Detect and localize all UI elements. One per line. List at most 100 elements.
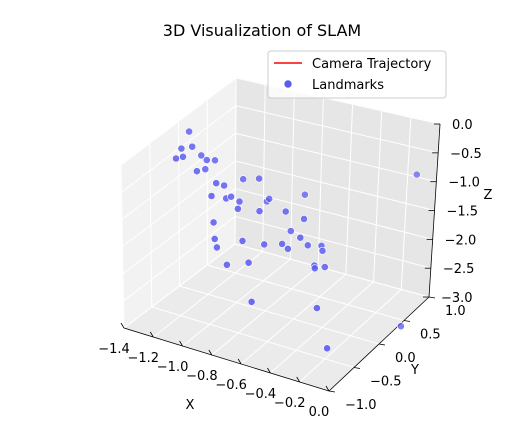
- y-tick-label: −0.5: [370, 375, 402, 390]
- landmark-point: [177, 144, 186, 153]
- x-tick-mark: [325, 385, 330, 392]
- y-tick-mark: [328, 390, 336, 393]
- landmark-point: [192, 167, 201, 176]
- x-tick-mark: [208, 349, 213, 356]
- landmark-point: [201, 165, 210, 174]
- landmark-point: [211, 156, 219, 165]
- z-tick-label: −3.0: [441, 291, 473, 306]
- x-tick-mark: [120, 322, 125, 329]
- z-tick-label: −2.0: [445, 233, 477, 248]
- legend-landmarks-swatch: [283, 79, 293, 89]
- landmark-point: [260, 240, 269, 249]
- y-tick-mark: [353, 367, 361, 369]
- landmark-point: [212, 179, 221, 188]
- x-tick-label: −0.6: [215, 378, 247, 393]
- x-tick-label: −0.4: [245, 387, 277, 402]
- landmark-point: [312, 304, 321, 312]
- grid-line-z: [121, 132, 236, 220]
- x-tick-label: −1.2: [127, 351, 159, 366]
- x-axis-line: [123, 327, 330, 392]
- landmark-point: [278, 239, 286, 248]
- x-tick-label: 0.0: [309, 405, 330, 420]
- landmark-point: [255, 174, 263, 183]
- landmark-point: [247, 297, 256, 306]
- y-tick-label: 0.0: [395, 351, 416, 366]
- x-tick-label: −1.4: [98, 342, 130, 357]
- z-tick-label: −1.0: [448, 176, 480, 191]
- z-tick-label: −1.5: [447, 205, 479, 220]
- grid-line-y: [207, 264, 405, 321]
- y-tick-label: −1.0: [345, 398, 377, 413]
- landmark-point: [286, 227, 295, 235]
- landmark-point: [396, 322, 405, 331]
- landmark-point: [318, 246, 327, 255]
- landmark-point: [179, 152, 187, 161]
- landmark-point: [300, 214, 308, 223]
- landmark-point: [185, 127, 193, 136]
- landmark-point: [210, 234, 219, 243]
- x-tick-mark: [149, 331, 154, 338]
- landmark-point: [310, 264, 319, 273]
- x-tick-mark: [267, 367, 271, 374]
- landmark-point: [303, 241, 312, 250]
- grid-line-z: [235, 105, 439, 154]
- legend-camera-trajectory-label: Camera Trajectory: [312, 57, 432, 72]
- grid-line-y: [179, 285, 380, 345]
- landmark-point: [227, 192, 235, 201]
- z-axis-label: Z: [484, 188, 493, 203]
- z-tick-label: −0.5: [450, 147, 482, 162]
- grid-line-z: [235, 132, 437, 183]
- landmark-point: [281, 207, 290, 216]
- x-tick-mark: [237, 358, 242, 365]
- y-tick-label: 0.5: [420, 328, 441, 343]
- x-tick-label: −0.8: [186, 369, 218, 384]
- y-tick-label: 1.0: [445, 304, 466, 319]
- landmark-point: [238, 236, 247, 245]
- landmark-point: [300, 190, 309, 199]
- y-tick-mark: [428, 296, 436, 299]
- z-tick-label: 0.0: [452, 118, 473, 133]
- y-tick-mark: [403, 320, 411, 322]
- legend: Camera Trajectory Landmarks: [267, 50, 447, 99]
- chart-title: 3D Visualization of SLAM: [163, 21, 361, 40]
- landmark-point: [323, 344, 331, 353]
- landmark-point: [244, 258, 253, 267]
- landmark-point: [283, 244, 292, 253]
- grid-line-z: [235, 160, 435, 211]
- landmark-point: [239, 175, 248, 184]
- y-tick-mark: [378, 343, 386, 346]
- y-axis-label: Y: [410, 363, 419, 378]
- grid-line-y: [151, 306, 355, 368]
- grid-line-z: [234, 243, 430, 298]
- landmark-point: [412, 170, 421, 179]
- grid-line-z: [122, 160, 236, 247]
- legend-box: [267, 50, 447, 99]
- landmark-point: [209, 218, 218, 227]
- landmark-point: [222, 260, 231, 269]
- x-axis-label: X: [186, 398, 195, 413]
- landmark-point: [233, 204, 242, 213]
- landmark-point: [296, 233, 305, 242]
- y-ticks: −1.0 −0.5 0.0 0.5 1.0: [328, 296, 466, 413]
- x-tick-mark: [179, 340, 183, 347]
- grid-line-z: [235, 215, 431, 269]
- landmark-point: [197, 151, 206, 160]
- x-tick-mark: [296, 376, 301, 383]
- x-ticks: −1.4−1.2−1.0−0.8−0.6−0.4−0.20.0: [98, 322, 330, 420]
- landmark-point: [212, 243, 221, 252]
- z-tick-label: −2.5: [443, 262, 475, 277]
- grid-line-z: [123, 243, 236, 329]
- landmark-point: [202, 156, 211, 164]
- landmark-point: [235, 197, 244, 206]
- x-tick-label: −1.0: [157, 360, 189, 375]
- landmark-point: [188, 142, 197, 151]
- landmark-point: [172, 154, 180, 163]
- grid-line-z: [123, 215, 236, 302]
- axis-panes: [120, 76, 441, 392]
- legend-landmarks-label: Landmarks: [312, 78, 384, 93]
- z-ticks: 0.0 −0.5 −1.0 −1.5 −2.0 −2.5 −3.0: [423, 118, 482, 306]
- landmark-point: [207, 192, 216, 200]
- grid-line-z: [120, 77, 237, 166]
- landmark-point: [320, 263, 329, 271]
